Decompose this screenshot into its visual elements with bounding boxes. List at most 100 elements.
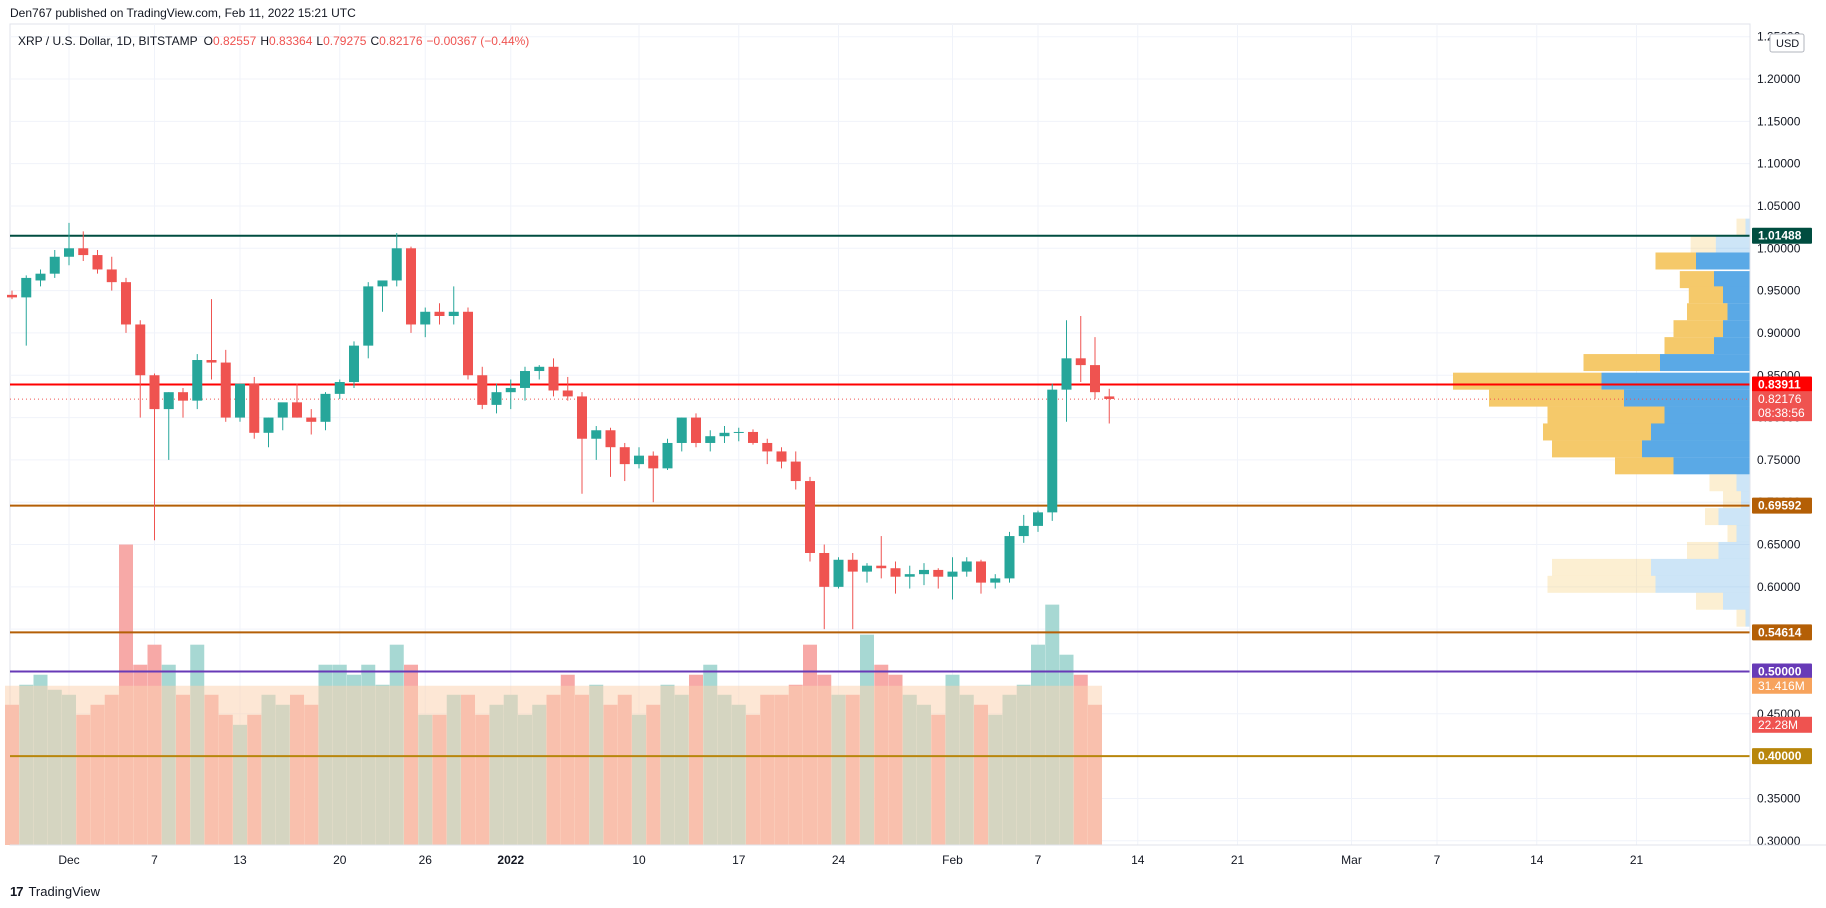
level-price-tag-bg: [1752, 624, 1812, 641]
price-axis-bg: [1750, 24, 1826, 845]
y-tick-label: 0.65000: [1757, 538, 1801, 552]
candle-body: [434, 311, 445, 317]
volume-ma-tag-bg: [1752, 677, 1812, 694]
volume-profile-bar-down: [1489, 389, 1624, 407]
candle-body: [1104, 396, 1115, 399]
last-price-tag: 0.82176: [1758, 392, 1802, 406]
candle-body: [64, 248, 74, 257]
candle-body: [334, 382, 345, 394]
candle-body: [1061, 358, 1072, 390]
volume-current-tag: 22.28M: [1758, 718, 1798, 732]
candle-body: [206, 360, 217, 363]
x-tick-label: 17: [732, 853, 746, 867]
x-tick-label: 26: [419, 853, 433, 867]
x-tick-label: 7: [1035, 853, 1042, 867]
candle-body: [762, 442, 773, 452]
currency-button-label[interactable]: USD: [1776, 38, 1799, 50]
volume-profile-bar-down: [1709, 474, 1737, 492]
volume-profile-bar-up: [1745, 218, 1750, 236]
volume-profile-bar-up: [1696, 252, 1750, 270]
candle-body: [577, 396, 587, 439]
volume-profile-bar-up: [1714, 337, 1750, 355]
level-price-tag: 0.40000: [1758, 749, 1802, 763]
currency-button[interactable]: [1769, 33, 1805, 53]
volume-profile-bar-up: [1723, 592, 1750, 610]
candle-body: [534, 366, 545, 372]
volume-profile-bar-down: [1727, 525, 1737, 543]
x-tick-label: 20: [333, 853, 347, 867]
y-tick-label: 0.30000: [1757, 834, 1801, 848]
x-tick-label: 7: [151, 853, 158, 867]
volume-profile-bar-up: [1651, 558, 1750, 576]
candle-body: [805, 481, 815, 553]
volume-profile-bar-down: [1688, 286, 1723, 304]
candle-body: [320, 393, 331, 422]
candle-body: [235, 383, 245, 418]
volume-profile-bar-up: [1745, 609, 1750, 627]
candle-body: [1018, 525, 1029, 537]
tradingview-brand-label: TradingView: [28, 884, 101, 899]
volume-profile-bar-up: [1736, 525, 1750, 543]
level-price-tag: 0.50000: [1758, 664, 1802, 678]
candle-body: [933, 569, 944, 577]
candle-body: [619, 447, 630, 465]
x-tick-label: 7: [1434, 853, 1441, 867]
volume-profile-bar-up: [1741, 491, 1750, 509]
volume-profile-bar-down: [1705, 508, 1719, 526]
candle-body: [448, 311, 459, 317]
x-tick-label: Dec: [58, 853, 79, 867]
volume-ma-tag: 31.416M: [1758, 679, 1805, 693]
volume-ma-area: [5, 685, 1102, 845]
candle-body: [292, 402, 302, 418]
candle-body: [634, 455, 644, 465]
volume-profile-bar-up: [1718, 508, 1750, 526]
candle-body: [220, 362, 231, 418]
y-tick-label: 0.75000: [1757, 453, 1801, 467]
candle-body: [648, 455, 659, 469]
x-tick-label: 21: [1231, 853, 1245, 867]
close-value: 0.82176: [379, 34, 423, 48]
volume-profile-bar-down: [1687, 303, 1728, 321]
publisher-line: Den767 published on TradingView.com, Feb…: [10, 6, 356, 20]
candle-body: [691, 417, 701, 443]
level-price-tag: 0.83911: [1758, 377, 1801, 391]
candle-body: [1033, 512, 1043, 526]
candle-body: [605, 430, 616, 448]
tradingview-logo[interactable]: 17 TradingView: [10, 884, 100, 899]
volume-profile-bar-down: [1547, 575, 1656, 593]
open-value: 0.82557: [213, 34, 257, 48]
volume-profile-bar-down: [1679, 271, 1714, 289]
volume-profile-bar-down: [1687, 541, 1719, 559]
level-price-tag-bg: [1752, 376, 1812, 393]
volume-profile-bar-up: [1651, 423, 1750, 441]
level-price-tag: 1.01488: [1758, 229, 1802, 243]
candle-body: [505, 387, 516, 393]
chart-area[interactable]: 1.250001.200001.150001.100001.050001.000…: [0, 0, 1826, 880]
candle-body: [1075, 358, 1086, 366]
volume-profile-bar-down: [1664, 337, 1714, 355]
candle-body: [92, 255, 103, 270]
y-tick-label: 1.05000: [1757, 199, 1801, 213]
low-value: 0.79275: [323, 34, 367, 48]
volume-profile-bar-down: [1723, 491, 1741, 509]
candle-body: [306, 417, 317, 422]
volume-profile-bar-down: [1615, 457, 1674, 475]
candle-body: [192, 360, 203, 401]
candle-body: [277, 402, 288, 418]
candle-body: [406, 248, 416, 325]
x-tick-label: Mar: [1341, 853, 1362, 867]
volume-current-tag-bg: [1752, 716, 1812, 733]
candle-body: [520, 371, 530, 388]
candle-body: [106, 269, 117, 283]
volume-profile-bar-up: [1624, 389, 1750, 407]
level-price-tag-bg: [1752, 663, 1812, 680]
candle-body: [819, 552, 830, 587]
y-tick-label: 1.15000: [1757, 114, 1801, 128]
volume-profile-bar-down: [1690, 235, 1716, 253]
candle-body: [662, 442, 673, 469]
candle-body: [947, 571, 958, 577]
change-value: −0.00367 (−0.44%): [427, 34, 530, 48]
y-tick-label: 1.10000: [1757, 157, 1801, 171]
candle-body: [890, 568, 901, 577]
candle-body: [862, 565, 872, 572]
